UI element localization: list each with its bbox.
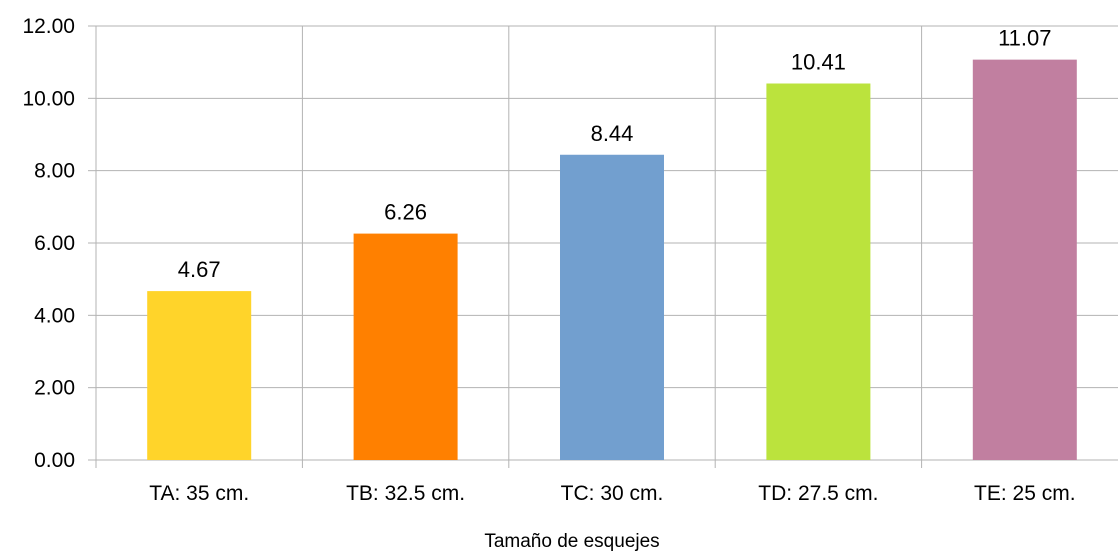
value-label: 4.67 <box>178 257 221 282</box>
y-tick-labels: 0.00 2.00 4.00 6.00 8.00 10.00 12.00 <box>22 15 75 472</box>
bar <box>147 291 251 460</box>
bar <box>560 155 664 460</box>
category-label: TD: 27.5 cm. <box>758 482 878 505</box>
category-label: TC: 30 cm. <box>561 482 664 505</box>
axes <box>88 26 96 460</box>
bar <box>766 84 870 460</box>
bars <box>147 60 1077 460</box>
y-tick-label: 0.00 <box>34 449 75 472</box>
y-tick-label: 10.00 <box>22 87 75 110</box>
category-label: TE: 25 cm. <box>974 482 1076 505</box>
x-category-labels: TA: 35 cm. TB: 32.5 cm. TC: 30 cm. TD: 27.5… <box>149 482 1075 505</box>
y-tick-label: 12.00 <box>22 15 75 38</box>
value-label: 8.44 <box>591 121 634 146</box>
value-label: 10.41 <box>791 50 846 75</box>
bar <box>354 234 458 460</box>
y-tick-label: 6.00 <box>34 232 75 255</box>
category-label: TB: 32.5 cm. <box>346 482 465 505</box>
y-tick-label: 4.00 <box>34 304 75 327</box>
y-tick-label: 2.00 <box>34 377 75 400</box>
bar <box>973 60 1077 460</box>
category-label: TA: 35 cm. <box>149 482 249 505</box>
y-tick-label: 8.00 <box>34 160 75 183</box>
x-axis-title: Tamaño de esquejes <box>484 531 659 552</box>
value-label: 6.26 <box>384 200 427 225</box>
value-label: 11.07 <box>998 26 1051 51</box>
